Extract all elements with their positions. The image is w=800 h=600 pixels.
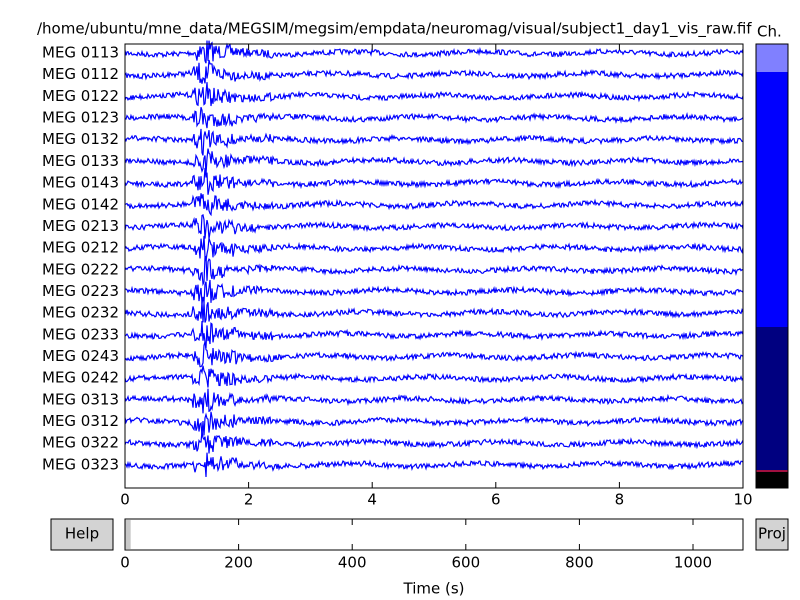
scrollbar-frame[interactable] — [124, 518, 744, 551]
channel-trace — [124, 279, 744, 304]
channel-label: MEG 0232 — [42, 304, 119, 322]
channel-label: MEG 0112 — [42, 65, 119, 83]
scroll-view-window[interactable] — [125, 520, 131, 549]
channel-trace — [124, 388, 744, 414]
x-tick-label: 4 — [367, 491, 377, 509]
proj-button[interactable] — [755, 518, 789, 551]
channel-trace — [124, 255, 744, 287]
traces — [124, 40, 744, 478]
channel-label: MEG 0242 — [42, 369, 119, 387]
channel-trace — [124, 82, 744, 107]
channel-label: MEG 0143 — [42, 174, 119, 192]
x-axis-label: Time (s) — [403, 580, 465, 598]
channel-label: MEG 0133 — [42, 152, 119, 170]
proj-button-label[interactable]: Proj — [758, 525, 786, 543]
channel-bar-segment[interactable] — [756, 44, 788, 72]
channel-trace — [124, 148, 744, 175]
channel-label: MEG 0132 — [42, 130, 119, 148]
channel-trace — [124, 452, 744, 478]
channel-trace — [124, 341, 744, 368]
channel-trace — [124, 193, 744, 217]
channel-label: MEG 0142 — [42, 195, 119, 213]
channel-trace — [124, 107, 744, 129]
plot-frame — [124, 43, 744, 489]
x-tick-label: 6 — [491, 491, 501, 509]
x-tick-label: 10 — [733, 491, 752, 509]
channel-trace — [124, 235, 744, 262]
x-tick-label: 2 — [244, 491, 254, 509]
channel-trace — [124, 40, 744, 64]
channel-label: MEG 0213 — [42, 217, 119, 235]
help-button-label[interactable]: Help — [65, 525, 99, 543]
channel-label: MEG 0313 — [42, 390, 119, 408]
channel-bar-segment[interactable] — [756, 472, 788, 488]
channel-label: MEG 0322 — [42, 434, 119, 452]
scroll-tick-label: 0 — [120, 554, 130, 572]
scroll-tick-label: 600 — [451, 554, 480, 572]
channel-bar-segment[interactable] — [756, 72, 788, 327]
channel-trace — [124, 321, 744, 349]
channel-bar-label: Ch. — [757, 23, 782, 41]
scroll-tick-label: 400 — [338, 554, 367, 572]
channel-label: MEG 0233 — [42, 325, 119, 343]
x-tick-label: 8 — [615, 491, 625, 509]
channel-trace — [124, 128, 744, 156]
channel-label: MEG 0212 — [42, 239, 119, 257]
channel-label: MEG 0243 — [42, 347, 119, 365]
channel-trace — [124, 213, 744, 239]
scroll-tick-label: 1000 — [674, 554, 712, 572]
channel-label: MEG 0223 — [42, 282, 119, 300]
channel-label: MEG 0222 — [42, 260, 119, 278]
scroll-tick-label: 800 — [565, 554, 594, 572]
channel-trace — [124, 59, 744, 84]
channel-trace — [124, 411, 744, 436]
channel-trace — [124, 431, 744, 454]
channel-label: MEG 0122 — [42, 87, 119, 105]
channel-bar-frame — [755, 43, 789, 489]
channel-bar-segment[interactable] — [756, 470, 788, 472]
channel-trace — [124, 167, 743, 195]
channel-label: MEG 0312 — [42, 412, 119, 430]
x-tick-label: 0 — [120, 491, 130, 509]
window-title: /home/ubuntu/mne_data/MEGSIM/megsim/empd… — [37, 20, 752, 39]
channel-label: MEG 0323 — [42, 455, 119, 473]
channel-label: MEG 0123 — [42, 109, 119, 127]
channel-trace — [124, 365, 744, 388]
scroll-tick-label: 200 — [224, 554, 253, 572]
channel-trace — [124, 301, 744, 323]
help-button[interactable] — [50, 518, 114, 551]
channel-label: MEG 0113 — [42, 44, 119, 62]
channel-bar-segment[interactable] — [756, 327, 788, 470]
